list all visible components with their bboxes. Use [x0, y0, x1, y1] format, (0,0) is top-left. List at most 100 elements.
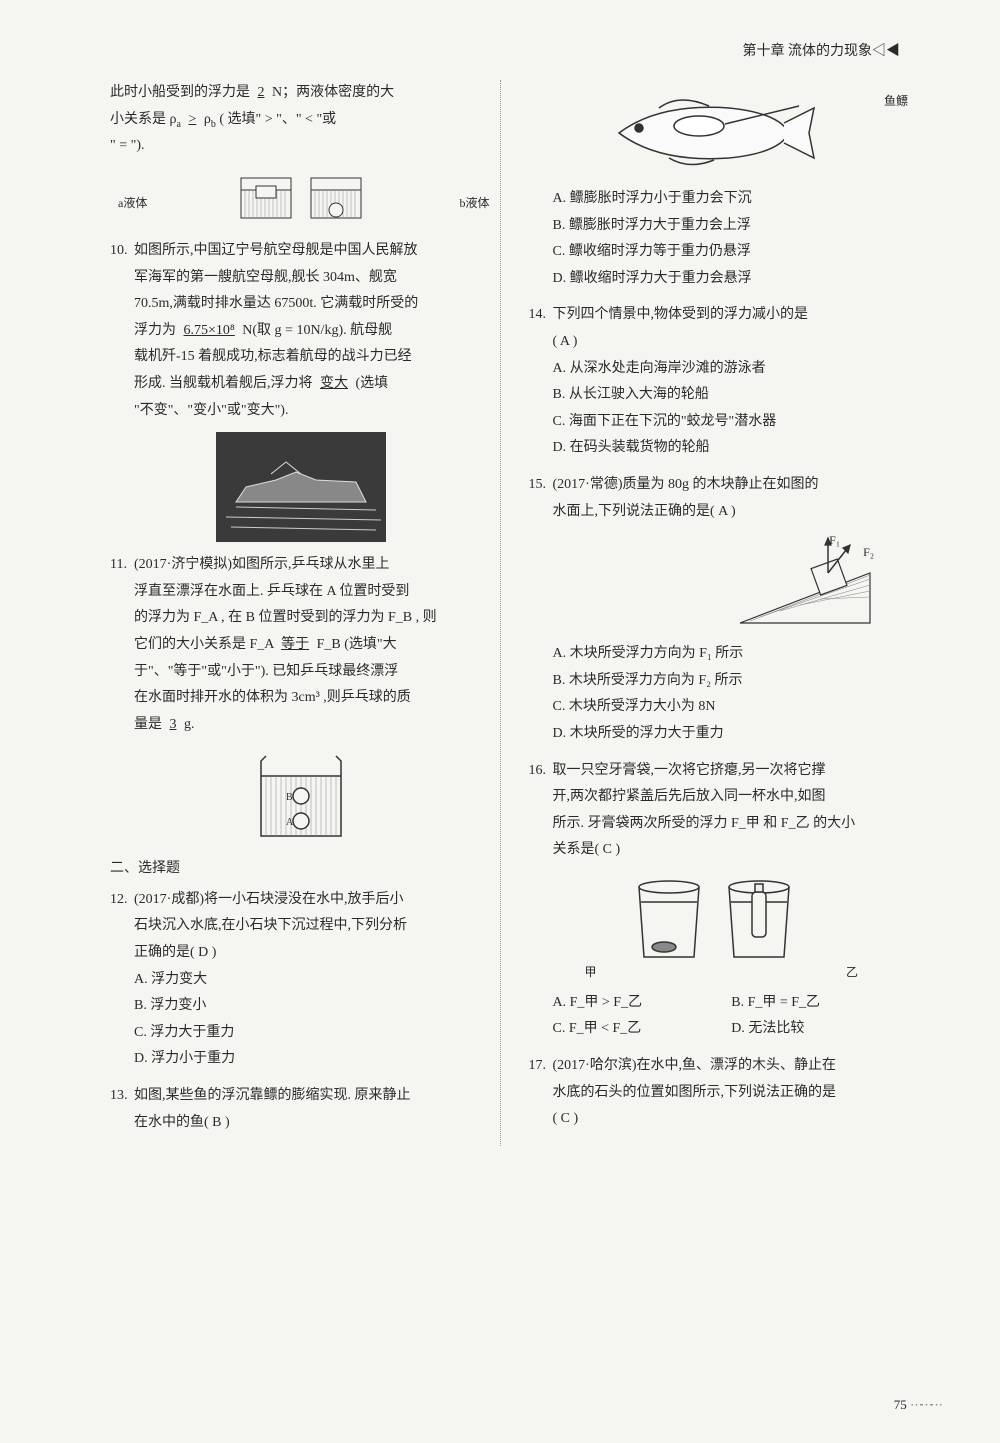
text: ): [225, 1115, 230, 1130]
subscript: b: [211, 118, 216, 129]
option-b: B. 木块所受浮力方向为 F₂ 所示: [529, 668, 911, 695]
text: 在水中的鱼(: [134, 1115, 209, 1130]
text: ): [574, 1111, 579, 1126]
text: 正确的是(: [134, 945, 195, 960]
q15: 15.(2017·常德)质量为 80g 的木块静止在如图的 水面上,下列说法正确…: [529, 472, 911, 748]
force-label-f1: F₁: [829, 529, 840, 552]
blank-answer: 变大: [316, 376, 352, 391]
text: 下列四个情景中,物体受到的浮力减小的是: [553, 307, 809, 322]
text: ( 选填" > "、" < "或: [219, 112, 336, 127]
q13-fish-figure: 鱼鳔: [529, 88, 911, 178]
text: g.: [184, 717, 195, 732]
text: ρ: [204, 112, 211, 127]
q13: 13.如图,某些鱼的浮沉靠鳔的膨缩实现. 原来静止 在水中的鱼( B ): [110, 1083, 492, 1136]
page-number: 75: [894, 1397, 940, 1413]
svg-text:A: A: [286, 817, 294, 828]
option-d: D. 木块所受的浮力大于重力: [529, 721, 911, 748]
text: 如图所示,中国辽宁号航空母舰是中国人民解放: [134, 243, 418, 258]
fig-label-b: b液体: [459, 192, 489, 215]
option-a: A. 浮力变大: [110, 967, 492, 994]
blank-answer: 3: [166, 717, 181, 732]
chapter-title: 第十章 流体的力现象◁◀: [743, 44, 901, 59]
text: 它们的大小关系是 F_A: [134, 637, 274, 652]
blank-answer: 等于: [277, 637, 313, 652]
option-a: A. F_甲 > F_乙: [553, 990, 732, 1017]
answer: B: [212, 1115, 221, 1130]
text: (2017·常德)质量为 80g 的木块静止在如图的: [553, 477, 819, 492]
fig-label-a: a液体: [118, 192, 147, 215]
text: F_B (选填"大: [317, 637, 397, 652]
option-a: A. 木块所受浮力方向为 F₁ 所示: [529, 641, 911, 668]
text: (2017·成都)将一小石块浸没在水中,放手后小: [134, 892, 404, 907]
left-column: 此时小船受到的浮力是 2 N；两液体密度的大 小关系是 ρa > ρb ( 选填…: [110, 80, 501, 1146]
fish-bladder-label: 鱼鳔: [884, 90, 908, 113]
chapter-header: 第十章 流体的力现象◁◀: [110, 40, 910, 60]
answer: C: [561, 1111, 570, 1126]
q12: 12.(2017·成都)将一小石块浸没在水中,放手后小 石块沉入水底,在小石块下…: [110, 887, 492, 1073]
q16: 16.取一只空牙膏袋,一次将它挤瘪,另一次将它撑 开,两次都拧紧盖后先后放入同一…: [529, 758, 911, 1044]
text: ): [573, 334, 578, 349]
text: 水面上,下列说法正确的是(: [553, 504, 715, 519]
text: ): [212, 945, 217, 960]
text: 浮力为: [134, 323, 176, 338]
two-column-content: 此时小船受到的浮力是 2 N；两液体密度的大 小关系是 ρa > ρb ( 选填…: [110, 80, 910, 1146]
text: 军海军的第一艘航空母舰,舰长 304m、舰宽: [134, 270, 397, 285]
text: "不变"、"变小"或"变大").: [134, 403, 288, 418]
cup-label-yi: 乙: [846, 961, 858, 984]
text: 此时小船受到的浮力是: [110, 85, 250, 100]
text: N(取 g = 10N/kg). 航母舰: [242, 323, 392, 338]
text: 浮直至漂浮在水面上. 乒乓球在 A 位置时受到: [134, 584, 409, 599]
q15-figure: F₁ F₂: [529, 533, 911, 633]
text: 石块沉入水底,在小石块下沉过程中,下列分析: [134, 918, 407, 933]
text: N；两液体密度的大: [272, 85, 394, 100]
answer: A: [718, 504, 727, 519]
q11-figure: B A: [110, 746, 492, 846]
q16-figure: 甲 乙: [529, 872, 911, 982]
text: 水底的石头的位置如图所示,下列说法正确的是: [553, 1085, 837, 1100]
text: (: [553, 1111, 558, 1126]
option-c: C. F_甲 < F_乙: [553, 1016, 732, 1043]
blank-answer: 6.75×10⁸: [180, 323, 239, 338]
text: 如图,某些鱼的浮沉靠鳔的膨缩实现. 原来静止: [134, 1088, 411, 1103]
q10-figure: [110, 432, 492, 542]
answer: C: [603, 842, 612, 857]
answer: A: [560, 334, 569, 349]
text: 所示. 牙膏袋两次所受的浮力 F_甲 和 F_乙 的大小: [553, 816, 856, 831]
q14: 14.下列四个情景中,物体受到的浮力减小的是 ( A ) A. 从深水处走向海岸…: [529, 302, 911, 462]
blank-answer: 2: [254, 85, 269, 100]
q-number: 14.: [529, 302, 553, 329]
text: (: [553, 334, 558, 349]
text: 70.5m,满载时排水量达 67500t. 它满载时所受的: [134, 296, 418, 311]
option-b: B. 从长江驶入大海的轮船: [529, 382, 911, 409]
option-d: D. 鳔收缩时浮力大于重力会悬浮: [529, 266, 911, 293]
text: 小关系是 ρ: [110, 112, 177, 127]
q-number: 11.: [110, 552, 134, 579]
q-number: 16.: [529, 758, 553, 785]
text: 关系是(: [553, 842, 600, 857]
option-b: B. F_甲 = F_乙: [731, 990, 910, 1017]
q11: 11.(2017·济宁模拟)如图所示,乒乓球从水里上 浮直至漂浮在水面上. 乒乓…: [110, 552, 492, 846]
q-number: 12.: [110, 887, 134, 914]
text: (2017·济宁模拟)如图所示,乒乓球从水里上: [134, 557, 390, 572]
blank-answer: >: [184, 112, 200, 127]
text: 开,两次都拧紧盖后先后放入同一杯水中,如图: [553, 789, 826, 804]
q-number: 17.: [529, 1053, 553, 1080]
q13-options: A. 鳔膨胀时浮力小于重力会下沉 B. 鳔膨胀时浮力大于重力会上浮 C. 鳔收缩…: [529, 186, 911, 292]
option-b: B. 浮力变小: [110, 993, 492, 1020]
option-c: C. 鳔收缩时浮力等于重力仍悬浮: [529, 239, 911, 266]
q17: 17.(2017·哈尔滨)在水中,鱼、漂浮的木头、静止在 水底的石头的位置如图所…: [529, 1053, 911, 1133]
text: 于"、"等于"或"小于"). 已知乒乓球最终漂浮: [134, 664, 398, 679]
option-b: B. 鳔膨胀时浮力大于重力会上浮: [529, 213, 911, 240]
text: 取一只空牙膏袋,一次将它挤瘪,另一次将它撑: [553, 763, 826, 778]
q10: 10.如图所示,中国辽宁号航空母舰是中国人民解放 军海军的第一艘航空母舰,舰长 …: [110, 238, 492, 542]
option-c: C. 木块所受浮力大小为 8N: [529, 694, 911, 721]
option-a: A. 鳔膨胀时浮力小于重力会下沉: [529, 186, 911, 213]
right-column: 鱼鳔 A. 鳔膨胀时浮力小于重力会下沉 B. 鳔膨胀时浮力大于重力会上浮 C. …: [521, 80, 911, 1146]
text: 的浮力为 F_A , 在 B 位置时受到的浮力为 F_B , 则: [134, 610, 437, 625]
q9-continuation: 此时小船受到的浮力是 2 N；两液体密度的大 小关系是 ρa > ρb ( 选填…: [110, 80, 492, 228]
text: (选填: [356, 376, 389, 391]
text: 形成. 当舰载机着舰后,浮力将: [134, 376, 313, 391]
page-number-value: 75: [894, 1397, 907, 1412]
q-number: 15.: [529, 472, 553, 499]
option-d: D. 在码头装载货物的轮船: [529, 435, 911, 462]
